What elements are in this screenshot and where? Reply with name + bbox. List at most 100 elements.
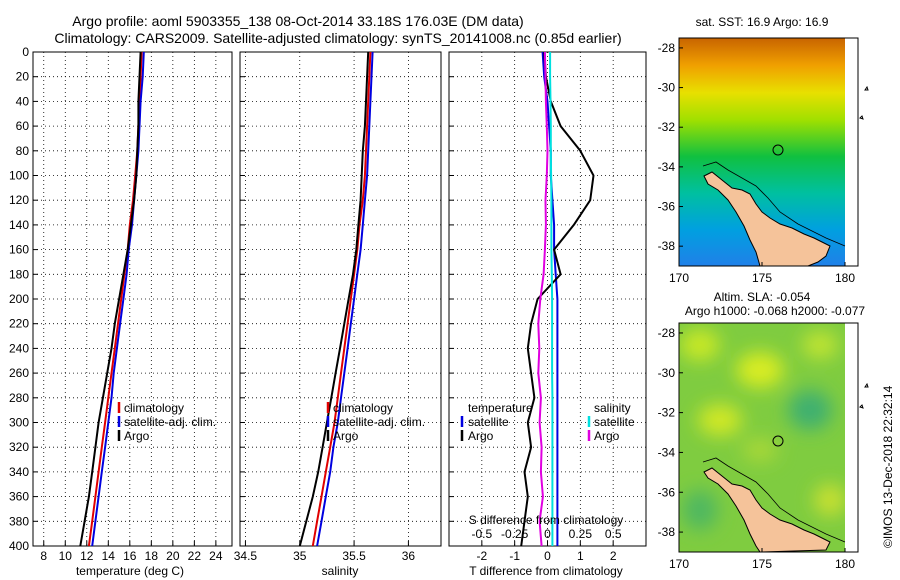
t-difference-xlabel: T difference from climatology xyxy=(469,564,623,578)
depth-tick-label: 280 xyxy=(9,391,29,405)
sst-new-zealand-land xyxy=(703,171,831,267)
series-line-s-satellite xyxy=(549,52,554,546)
temperature-xlabel: temperature (deg C) xyxy=(76,564,184,578)
difference-legend: temperature satellite Argo salinity sate… xyxy=(460,401,635,443)
x-tick-label: -1 xyxy=(509,549,520,563)
depth-tick-label: 260 xyxy=(9,366,29,380)
lat-tick-label: -32 xyxy=(658,120,676,134)
series-line-t-argo xyxy=(520,51,595,547)
x-tick-label: 0 xyxy=(544,549,551,563)
lat-tick-label: -30 xyxy=(658,81,676,95)
lat-tick-label: -34 xyxy=(658,160,676,174)
depth-tick-label: 360 xyxy=(9,490,29,504)
s-difference-title: S difference from climatology xyxy=(469,513,624,527)
sla-blob xyxy=(682,490,718,530)
lon-tick-label: 175 xyxy=(752,557,772,571)
sla-blob xyxy=(814,484,845,516)
series-line-climatology xyxy=(311,51,372,547)
lon-tick-label: 180 xyxy=(835,271,855,285)
x-tick-label: 34.5 xyxy=(234,549,258,563)
lon-tick-label: 170 xyxy=(669,271,689,285)
sla-blob xyxy=(742,438,778,462)
x-tick-label: 18 xyxy=(145,549,159,563)
legend-argo-label: Argo xyxy=(333,429,359,443)
sla-new-zealand-land xyxy=(703,467,831,553)
sla-blob xyxy=(788,390,832,430)
legend-t-satellite-label: satellite xyxy=(468,415,509,429)
depth-tick-label: 100 xyxy=(9,169,29,183)
depth-tick-label: 220 xyxy=(9,317,29,331)
imos-credit: ©IMOS 13-Dec-2018 22:32:14 xyxy=(881,385,895,548)
sla-map-title-line-1: Altim. SLA: -0.054 xyxy=(714,290,811,304)
lon-tick-label: 170 xyxy=(669,557,689,571)
depth-tick-label: 40 xyxy=(16,94,30,108)
series-line-s-argo xyxy=(537,51,549,547)
depth-tick-label: 300 xyxy=(9,416,29,430)
lat-tick-label: -32 xyxy=(658,406,676,420)
series-line-satellite-adj-clim- xyxy=(316,51,374,547)
s-tick-label: 0.25 xyxy=(569,527,593,541)
legend-s-argo-label: Argo xyxy=(594,429,620,443)
series-line-t-satellite xyxy=(541,51,559,546)
x-tick-label: 1 xyxy=(577,549,584,563)
depth-tick-label: 180 xyxy=(9,267,29,281)
x-tick-label: 8 xyxy=(40,549,47,563)
legend-climatology-label: climatology xyxy=(333,401,393,415)
sla-island-mark xyxy=(859,382,869,409)
sla-blob xyxy=(680,329,720,361)
salinity-legend: climatology satellite-adj. clim. Argo xyxy=(326,401,425,443)
sst-map-frame xyxy=(678,37,859,267)
lat-tick-label: -34 xyxy=(658,445,676,459)
sla-bathymetry-contour xyxy=(702,457,846,543)
legend-s-satellite-label: satellite xyxy=(594,415,635,429)
legend-t-argo-label: Argo xyxy=(468,429,494,443)
title-line-1: Argo profile: aoml 5903355_138 08-Oct-20… xyxy=(72,13,523,29)
s-tick-label: -0.25 xyxy=(501,527,529,541)
lat-tick-label: -30 xyxy=(658,366,676,380)
depth-tick-label: 120 xyxy=(9,193,29,207)
x-tick-label: 22 xyxy=(188,549,202,563)
sla-map-frame xyxy=(678,322,859,553)
depth-tick-label: 320 xyxy=(9,440,29,454)
legend-satellite-label: satellite-adj. clim. xyxy=(124,415,216,429)
lat-tick-label: -36 xyxy=(658,485,676,499)
legend-satellite-label: satellite-adj. clim. xyxy=(333,415,425,429)
x-tick-label: 12 xyxy=(80,549,94,563)
series-line-satellite-adj-clim- xyxy=(91,51,145,547)
s-tick-label: 0 xyxy=(544,527,551,541)
series-line-argo xyxy=(79,51,142,547)
temperature-panel: 0 20 40 60 80 100 120 140 160 180 200 220 240 260 280 3… xyxy=(9,45,233,578)
sst-island-mark xyxy=(859,85,869,120)
legend-climatology-label: climatology xyxy=(124,401,184,415)
s-tick-label: -0.5 xyxy=(471,527,492,541)
sla-argo-marker xyxy=(772,435,784,447)
x-tick-label: 20 xyxy=(166,549,180,563)
lat-tick-label: -38 xyxy=(658,239,676,253)
temperature-legend: climatology satellite-adj. clim. Argo xyxy=(117,401,216,443)
depth-tick-label: 80 xyxy=(16,144,30,158)
lat-tick-label: -36 xyxy=(658,200,676,214)
sla-blob xyxy=(736,352,784,388)
salinity-xlabel: salinity xyxy=(322,564,359,578)
sla-map-panel: Altim. SLA: -0.054 Argo h1000: -0.068 h2… xyxy=(658,290,869,571)
lat-tick-label: -38 xyxy=(658,525,676,539)
lat-tick-label: -28 xyxy=(658,41,676,55)
depth-tick-label: 380 xyxy=(9,514,29,528)
depth-tick-label: 340 xyxy=(9,465,29,479)
x-tick-label: 14 xyxy=(102,549,116,563)
depth-tick-label: 240 xyxy=(9,341,29,355)
lon-tick-label: 175 xyxy=(752,271,772,285)
depth-tick-label: 160 xyxy=(9,243,29,257)
x-tick-label: 16 xyxy=(123,549,137,563)
sst-map-title: sat. SST: 16.9 Argo: 16.9 xyxy=(696,15,829,29)
lat-tick-label: -28 xyxy=(658,326,676,340)
sla-blob xyxy=(698,404,742,436)
sla-anomaly-blobs xyxy=(680,329,845,530)
title-line-2: Climatology: CARS2009. Satellite-adjuste… xyxy=(54,30,621,46)
legend-argo-label: Argo xyxy=(124,429,150,443)
depth-tick-label: 20 xyxy=(16,70,30,84)
sla-field-outside xyxy=(845,323,858,552)
sst-field-outside xyxy=(845,38,858,266)
depth-tick-label: 60 xyxy=(16,119,30,133)
